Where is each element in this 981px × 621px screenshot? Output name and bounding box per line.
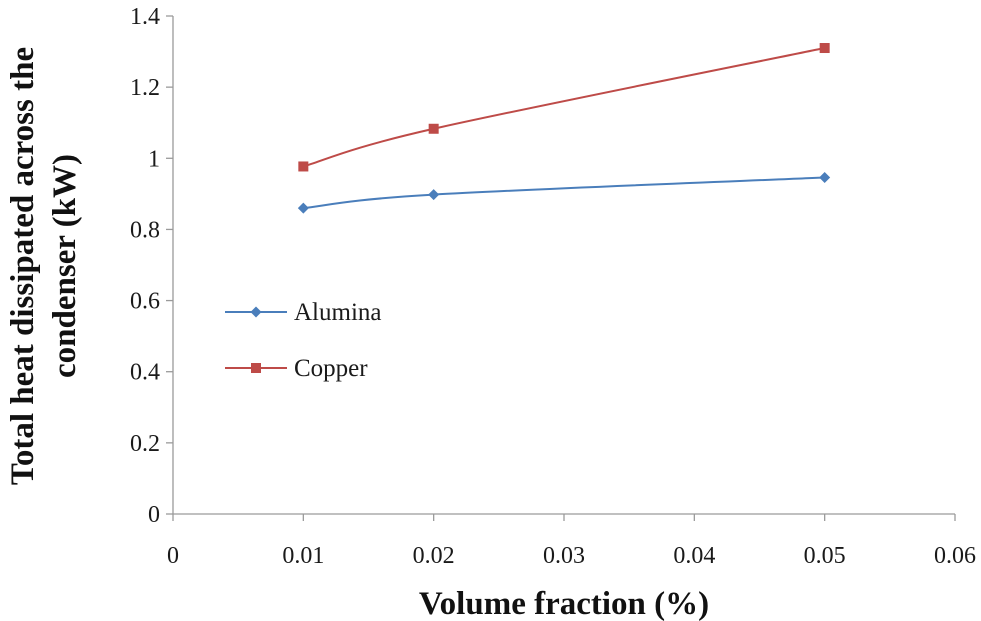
x-axis-title: Volume fraction (%) — [419, 586, 709, 621]
legend-label-alumina: Alumina — [294, 299, 382, 326]
x-tick-label: 0.05 — [804, 543, 846, 569]
legend-marker-alumina — [250, 306, 262, 318]
y-tick-label: 0.6 — [130, 289, 160, 315]
x-tick-label: 0 — [167, 543, 179, 569]
y-axis-title-line-1: Total heat dissipated across the — [5, 47, 41, 485]
y-tick-label: 1 — [148, 146, 160, 172]
x-tick-label: 0.01 — [282, 543, 324, 569]
legend: Alumina Copper — [225, 299, 382, 382]
y-tick-label: 0.8 — [130, 217, 160, 243]
legend-item-copper: Copper — [225, 355, 368, 382]
legend-marker-copper — [251, 363, 261, 373]
y-tick-label: 1.2 — [130, 75, 160, 101]
axes: 0 0.2 0.4 0.6 0.8 1 1.2 1.4 0 0.01 0.02 0.03 0.04 0.0… — [130, 4, 976, 569]
x-tick-label: 0.03 — [543, 543, 585, 569]
series-alumina — [297, 171, 831, 214]
x-tick-label: 0.06 — [934, 543, 976, 569]
x-tick-label: 0.02 — [413, 543, 455, 569]
series-line-alumina — [303, 176, 825, 210]
data-point-copper — [298, 161, 309, 172]
y-tick-label: 0 — [148, 502, 160, 528]
y-tick-label: 0.4 — [130, 360, 160, 386]
x-tick-label: 0.04 — [673, 543, 715, 569]
legend-label-copper: Copper — [294, 355, 368, 382]
data-point-alumina — [819, 171, 831, 183]
y-tick-label: 0.2 — [130, 431, 160, 457]
series-line-copper — [303, 47, 825, 168]
data-point-copper — [428, 123, 439, 134]
data-point-copper — [819, 43, 830, 54]
data-point-alumina — [428, 189, 440, 201]
legend-item-alumina: Alumina — [225, 299, 382, 326]
series-group — [297, 43, 831, 214]
y-axis-title-line-2: condenser (kW) — [47, 154, 83, 378]
data-point-alumina — [297, 202, 309, 214]
series-copper — [298, 43, 830, 172]
y-axis-title: Total heat dissipated across the condens… — [5, 47, 83, 485]
y-tick-label: 1.4 — [130, 4, 160, 30]
